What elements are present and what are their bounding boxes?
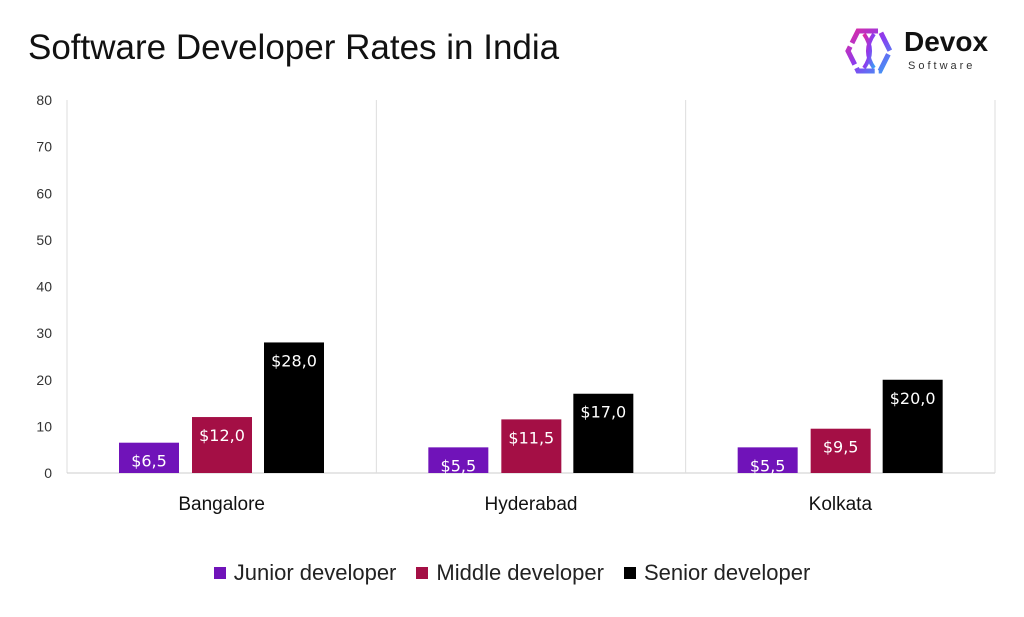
bar bbox=[192, 417, 252, 473]
bar bbox=[882, 379, 943, 473]
bar bbox=[264, 342, 324, 473]
legend-item-senior: Senior developer bbox=[623, 560, 811, 586]
data-label: $5,5 bbox=[441, 456, 477, 475]
logo-name: Devox bbox=[904, 26, 989, 57]
y-tick-label: 0 bbox=[44, 465, 52, 481]
data-label: $20,0 bbox=[890, 389, 936, 408]
y-tick-label: 60 bbox=[36, 185, 52, 201]
bar bbox=[119, 442, 179, 473]
legend-item-middle: Middle developer bbox=[416, 560, 604, 586]
data-label: $28,0 bbox=[271, 351, 317, 370]
bar bbox=[810, 428, 871, 473]
data-label: $11,5 bbox=[508, 428, 554, 447]
logo-subtitle: Software bbox=[908, 60, 976, 72]
data-label: $12,0 bbox=[199, 426, 245, 445]
y-tick-label: 50 bbox=[36, 232, 52, 248]
legend-label: Middle developer bbox=[436, 560, 604, 585]
x-tick-label: Bangalore bbox=[178, 494, 265, 515]
bar bbox=[573, 393, 634, 473]
y-tick-label: 70 bbox=[36, 139, 52, 155]
legend-swatch bbox=[623, 567, 636, 579]
x-tick-label: Kolkata bbox=[809, 494, 873, 515]
legend-label: Junior developer bbox=[233, 560, 397, 585]
data-label: $9,5 bbox=[823, 438, 859, 457]
legend-swatch bbox=[213, 567, 226, 579]
chart-title: Software Developer Rates in India bbox=[28, 28, 560, 67]
y-tick-label: 30 bbox=[36, 325, 52, 341]
y-tick-label: 20 bbox=[36, 372, 52, 388]
x-tick-label: Hyderabad bbox=[485, 494, 578, 515]
data-label: $5,5 bbox=[750, 456, 786, 475]
legend-item-junior: Junior developer bbox=[213, 560, 397, 586]
legend: Junior developer Middle developer Senior… bbox=[0, 560, 1024, 586]
data-label: $17,0 bbox=[580, 403, 626, 422]
logo-hexagon-icon bbox=[845, 28, 893, 74]
y-tick-label: 80 bbox=[36, 92, 52, 108]
y-tick-label: 40 bbox=[36, 279, 52, 295]
bar bbox=[428, 447, 489, 473]
bar bbox=[501, 419, 562, 473]
legend-label: Senior developer bbox=[643, 560, 811, 585]
bar bbox=[737, 447, 798, 473]
y-tick-label: 10 bbox=[36, 418, 52, 434]
legend-swatch bbox=[416, 567, 429, 579]
data-label: $6,5 bbox=[131, 452, 167, 471]
devox-logo: Devox Software bbox=[844, 26, 1004, 76]
